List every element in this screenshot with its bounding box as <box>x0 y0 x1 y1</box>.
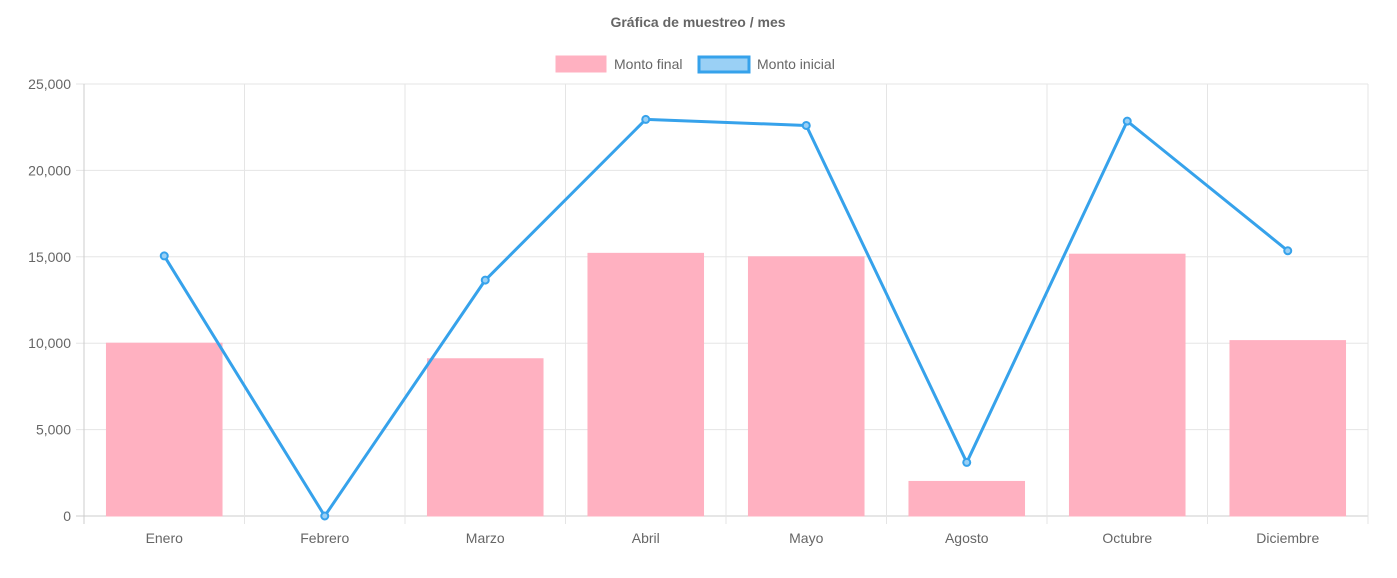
x-tick-label-marzo: Marzo <box>466 530 505 546</box>
legend-swatch-monto-inicial[interactable] <box>699 57 749 72</box>
bar-mayo[interactable] <box>748 257 864 516</box>
x-tick-label-agosto: Agosto <box>945 530 989 546</box>
x-tick-label-mayo: Mayo <box>789 530 823 546</box>
point-marzo[interactable] <box>482 277 489 284</box>
point-mayo[interactable] <box>803 122 810 129</box>
bar-octubre[interactable] <box>1069 254 1185 516</box>
point-enero[interactable] <box>161 252 168 259</box>
x-tick-label-abril: Abril <box>632 530 660 546</box>
bar-abril[interactable] <box>588 253 704 516</box>
bar-marzo[interactable] <box>427 359 543 516</box>
point-abril[interactable] <box>642 116 649 123</box>
legend-label-monto-inicial[interactable]: Monto inicial <box>757 56 835 72</box>
x-tick-label-febrero: Febrero <box>300 530 349 546</box>
x-tick-label-octubre: Octubre <box>1102 530 1152 546</box>
y-tick-label: 15,000 <box>28 249 71 265</box>
y-tick-label: 0 <box>63 508 71 524</box>
point-agosto[interactable] <box>963 459 970 466</box>
chart-title: Gráfica de muestreo / mes <box>610 14 785 30</box>
legend-swatch-monto-final[interactable] <box>556 56 606 72</box>
bar-diciembre[interactable] <box>1230 341 1346 516</box>
legend[interactable]: Monto final Monto inicial <box>556 56 835 72</box>
y-tick-label: 10,000 <box>28 335 71 351</box>
y-tick-label: 20,000 <box>28 162 71 178</box>
x-tick-label-enero: Enero <box>146 530 184 546</box>
legend-label-monto-final[interactable]: Monto final <box>614 56 682 72</box>
y-tick-label: 25,000 <box>28 76 71 92</box>
x-axis-ticks: Enero Febrero Marzo Abril Mayo Agosto Octubre D… <box>146 530 1320 546</box>
x-tick-label-diciembre: Diciembre <box>1256 530 1319 546</box>
point-febrero[interactable] <box>321 513 328 520</box>
bar-enero[interactable] <box>106 343 222 516</box>
y-axis-ticks: 0 5,000 10,000 15,000 20,000 25,000 <box>28 76 71 524</box>
point-octubre[interactable] <box>1124 118 1131 125</box>
y-tick-label: 5,000 <box>36 422 71 438</box>
point-diciembre[interactable] <box>1284 247 1291 254</box>
bar-agosto[interactable] <box>909 481 1025 516</box>
